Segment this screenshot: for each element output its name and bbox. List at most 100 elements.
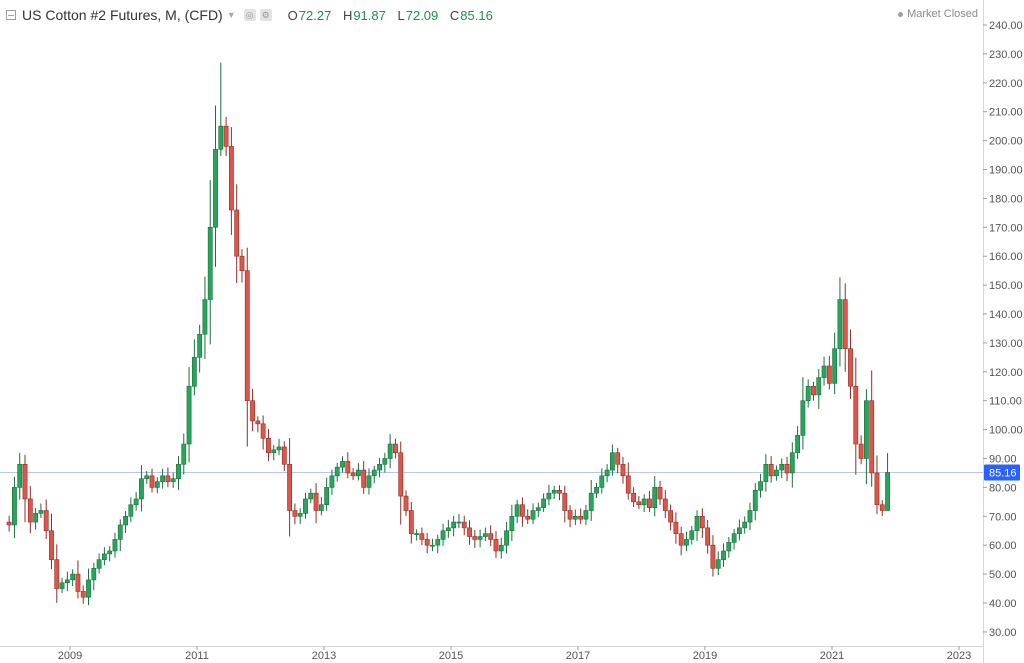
candle-body xyxy=(202,299,208,335)
candle-body xyxy=(721,550,726,560)
candle-body xyxy=(779,463,785,471)
candle-body xyxy=(70,573,76,581)
market-status-text: Market Closed xyxy=(907,8,978,20)
candle-body xyxy=(38,510,44,514)
y-tick-label: 40.00 xyxy=(989,598,1017,610)
candle-body xyxy=(588,492,594,511)
candle-body xyxy=(334,466,340,477)
candle-body xyxy=(795,435,801,454)
low-label: L xyxy=(397,7,405,23)
y-tick-label: 190.00 xyxy=(989,165,1023,177)
candle-body xyxy=(715,559,721,569)
candle-body xyxy=(837,299,843,349)
candle-body xyxy=(445,527,451,532)
candle-body xyxy=(408,510,414,534)
x-tick-label: 2013 xyxy=(312,650,336,662)
candle-body xyxy=(456,521,462,524)
candle-body xyxy=(530,510,536,520)
candle-body xyxy=(107,550,113,555)
candle-body xyxy=(710,544,716,569)
candle-body xyxy=(535,507,541,511)
candle-body xyxy=(731,533,737,543)
candle-body xyxy=(75,573,81,592)
candle-body xyxy=(578,515,584,520)
candle-body xyxy=(207,227,213,300)
open-label: O xyxy=(287,7,298,23)
close-label: C xyxy=(449,7,460,23)
candle-body xyxy=(504,530,509,546)
candle-body xyxy=(191,357,197,387)
candle-body xyxy=(239,255,245,271)
candle-body xyxy=(885,472,890,511)
candle-body xyxy=(440,530,446,540)
candle-body xyxy=(276,446,282,451)
candle-body xyxy=(747,510,753,523)
candle-body xyxy=(160,475,166,482)
candle-body xyxy=(303,498,308,514)
candle-body xyxy=(525,515,531,520)
candle-body xyxy=(49,530,54,560)
candle-body xyxy=(699,515,705,529)
y-tick-label: 160.00 xyxy=(989,251,1023,263)
candle-body xyxy=(694,515,700,532)
x-tick-label: 2011 xyxy=(185,650,209,662)
candle-body xyxy=(811,385,816,396)
candle-body xyxy=(430,544,435,547)
candle-body xyxy=(419,533,425,540)
candle-body xyxy=(149,475,155,488)
y-tick-label: 220.00 xyxy=(989,78,1023,90)
candle-body xyxy=(826,365,832,384)
candle-body xyxy=(821,365,827,378)
candle-body xyxy=(514,504,520,517)
chart-title[interactable]: US Cotton #2 Futures, M, (CFD) xyxy=(22,7,223,23)
candle-body xyxy=(170,478,176,482)
market-status: Market Closed xyxy=(898,8,978,20)
candle-body xyxy=(816,377,822,396)
candle-body xyxy=(59,582,65,589)
y-tick-label: 100.00 xyxy=(989,425,1023,437)
candle-body xyxy=(165,475,171,482)
candle-body xyxy=(133,498,139,506)
candle-body xyxy=(128,504,134,517)
candle-body xyxy=(414,533,420,535)
candle-body xyxy=(789,452,795,474)
y-tick-label: 120.00 xyxy=(989,367,1023,379)
candle-body xyxy=(689,530,695,540)
eye-icon[interactable]: ◎ xyxy=(243,9,256,21)
candle-body xyxy=(477,536,483,540)
candle-body xyxy=(673,521,679,534)
candle-body xyxy=(361,469,367,488)
candle-body xyxy=(467,527,472,537)
candle-body xyxy=(583,510,589,520)
settings-icon[interactable]: ⚙ xyxy=(259,9,272,21)
candle-body xyxy=(482,533,488,537)
candle-body xyxy=(572,515,578,520)
candle-body xyxy=(387,443,393,459)
candle-body xyxy=(340,461,345,468)
chevron-down-icon[interactable]: ▼ xyxy=(226,10,236,20)
candle-body xyxy=(599,475,605,488)
candle-body xyxy=(636,501,642,506)
candle-body xyxy=(848,348,853,387)
candle-body xyxy=(234,209,240,257)
y-tick-label: 140.00 xyxy=(989,309,1023,321)
candle-body xyxy=(604,469,610,477)
candle-body xyxy=(551,489,557,494)
candle-body xyxy=(498,544,504,552)
candle-body xyxy=(22,463,28,500)
candle-body xyxy=(678,533,684,546)
last-price-label: 85.16 xyxy=(989,467,1017,479)
candle-body xyxy=(377,463,382,471)
candle-body xyxy=(308,492,314,500)
candle-body xyxy=(641,498,647,506)
collapse-legend-icon[interactable] xyxy=(6,10,16,20)
candle-body xyxy=(398,452,404,497)
high-label: H xyxy=(342,7,353,23)
candle-body xyxy=(123,515,128,526)
candle-body xyxy=(255,420,261,425)
y-tick-label: 60.00 xyxy=(989,540,1017,552)
ohlc-readout: O72.27 H91.87 L72.09 C85.16 xyxy=(288,8,501,23)
candle-body xyxy=(213,148,218,228)
